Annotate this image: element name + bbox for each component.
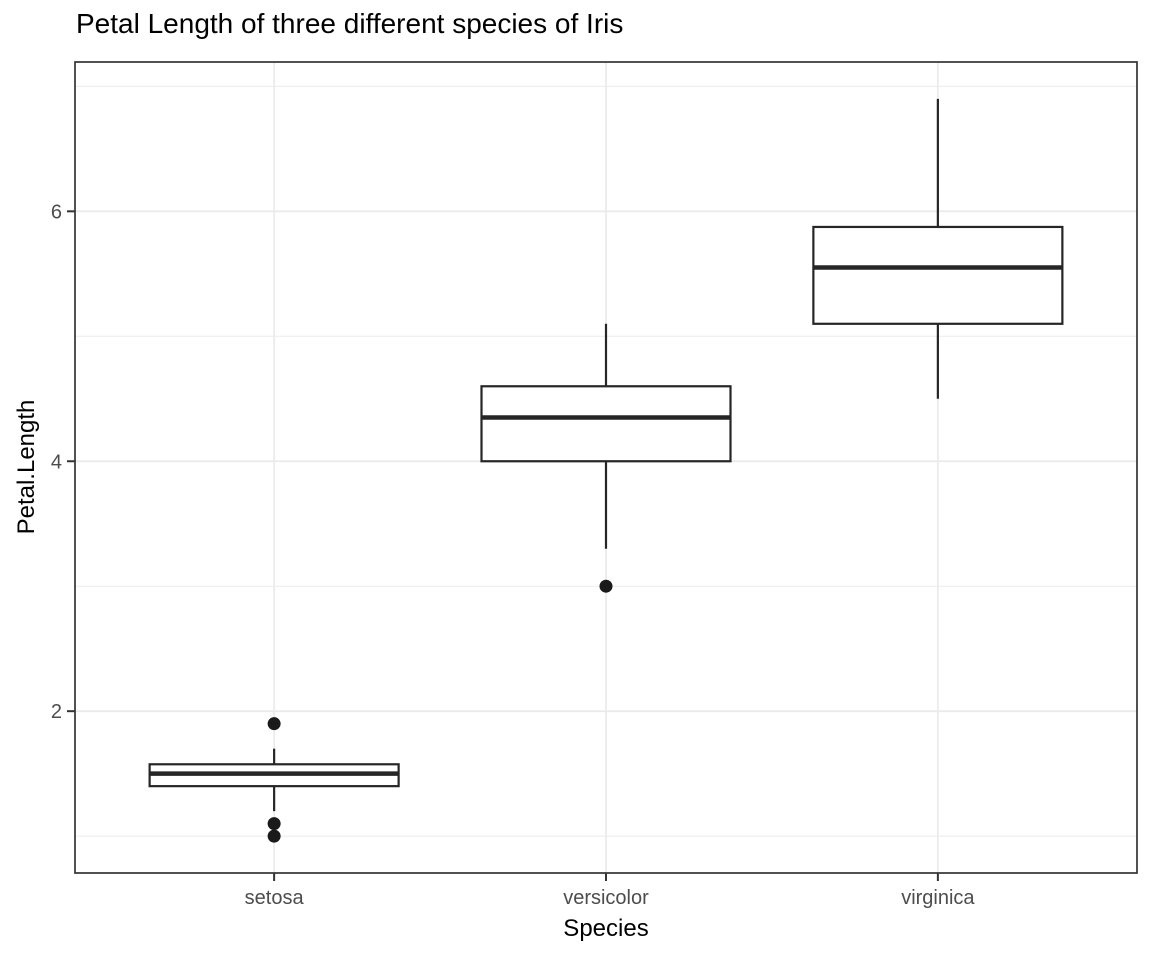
x-tick-label: virginica <box>901 887 975 909</box>
iqr-box <box>480 385 732 463</box>
outlier-point <box>267 817 281 831</box>
boxplot-virginica <box>812 98 1064 399</box>
y-tick-label: 6 <box>51 201 62 223</box>
x-tick-label: versicolor <box>563 887 649 909</box>
outlier-point <box>267 717 281 731</box>
boxplot-setosa <box>148 717 400 843</box>
x-axis-title: Species <box>563 915 649 942</box>
boxplot-versicolor <box>480 323 732 593</box>
outlier-point <box>267 829 281 843</box>
outlier-point <box>599 579 613 593</box>
iqr-box <box>812 225 1064 325</box>
y-tick-label: 4 <box>51 451 62 473</box>
y-tick-label: 2 <box>51 701 62 723</box>
plot-title: Petal Length of three different species … <box>76 8 624 39</box>
x-tick-label: setosa <box>245 887 305 909</box>
